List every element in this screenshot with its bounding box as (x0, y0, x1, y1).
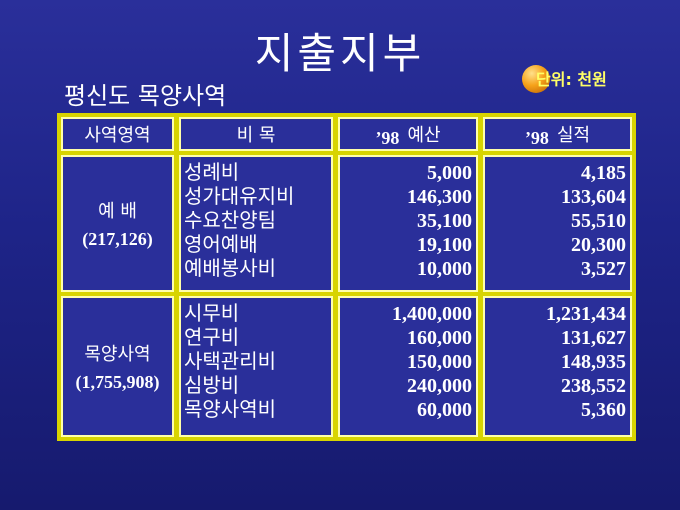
group-pastoral-actual: 1,231,434 131,627 148,935 238,552 5,360 (483, 296, 632, 437)
item-label: 성례비 (184, 160, 240, 184)
actual-value: 238,552 (561, 375, 626, 397)
item-label: 목양사역비 (184, 397, 276, 421)
item-label: 예배봉사비 (184, 256, 276, 280)
page-title: 지출지부 (254, 29, 426, 78)
unit-note: 단위: 천원 (522, 63, 632, 93)
group-worship-budget: 5,000 146,300 35,100 19,100 10,000 (338, 155, 478, 292)
actual-value: 55,510 (571, 210, 626, 232)
group-worship-name: 예 배 (98, 201, 137, 222)
item-label: 수요찬양팀 (184, 208, 276, 232)
budget-value: 10,000 (417, 258, 472, 280)
item-label: 심방비 (184, 373, 240, 397)
actual-value: 20,300 (571, 234, 626, 256)
header-area: 사역영역 (61, 117, 174, 151)
orange-ball-icon (522, 65, 550, 93)
actual-value: 4,185 (581, 162, 626, 184)
budget-value: 19,100 (417, 234, 472, 256)
item-label: 영어예배 (184, 232, 258, 256)
group-pastoral-total: (1,755,908) (75, 372, 160, 392)
item-label: 성가대유지비 (184, 184, 295, 208)
item-label: 연구비 (184, 325, 240, 349)
actual-value: 3,527 (581, 258, 626, 280)
header-item: 비 목 (179, 117, 333, 151)
item-label: 시무비 (184, 301, 240, 325)
group-pastoral-items: 시무비 연구비 사택관리비 심방비 목양사역비 (179, 296, 333, 437)
header-actual-label: 실적 (556, 125, 591, 146)
budget-value: 60,000 (417, 399, 472, 421)
header-area-label: 사역영역 (84, 125, 151, 146)
group-pastoral-name: 목양사역 (84, 344, 151, 365)
item-label: 사택관리비 (184, 349, 276, 373)
actual-value: 148,935 (561, 351, 626, 373)
actual-value: 5,360 (581, 399, 626, 421)
actual-value: 133,604 (561, 186, 626, 208)
budget-value: 240,000 (407, 375, 472, 397)
budget-value: 1,400,000 (392, 303, 472, 325)
group-worship-actual: 4,185 133,604 55,510 20,300 3,527 (483, 155, 632, 292)
group-worship-total: (217,126) (82, 229, 153, 249)
group-pastoral-budget: 1,400,000 160,000 150,000 240,000 60,000 (338, 296, 478, 437)
page-subtitle: 평신도 목양사역 (64, 82, 227, 110)
group-worship-items: 성례비 성가대유지비 수요찬양팀 영어예배 예배봉사비 (179, 155, 333, 292)
actual-value: 1,231,434 (546, 303, 626, 325)
expense-table: 사역영역 비 목 ’98 예산 ’98 실적 예 배 (217,126) 성례비… (57, 113, 636, 441)
group-worship-area: 예 배 (217,126) (61, 155, 174, 292)
header-budget: ’98 예산 (338, 117, 478, 151)
group-pastoral-area: 목양사역 (1,755,908) (61, 296, 174, 437)
actual-value: 131,627 (561, 327, 626, 349)
budget-value: 150,000 (407, 351, 472, 373)
header-budget-label: 예산 (407, 125, 441, 146)
header-actual: ’98 실적 (483, 117, 632, 151)
budget-value: 160,000 (407, 327, 472, 349)
unit-label: 단위: 천원 (536, 70, 607, 89)
budget-value: 35,100 (417, 210, 472, 232)
header-actual-year: ’98 (524, 127, 549, 148)
budget-value: 5,000 (427, 162, 472, 184)
budget-value: 146,300 (407, 186, 472, 208)
header-item-label: 비 목 (236, 125, 276, 146)
header-budget-year: ’98 (375, 127, 400, 148)
